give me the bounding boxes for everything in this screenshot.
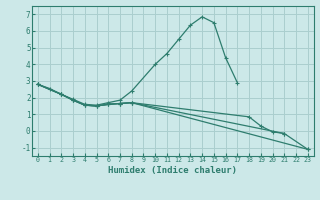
X-axis label: Humidex (Indice chaleur): Humidex (Indice chaleur) bbox=[108, 166, 237, 175]
